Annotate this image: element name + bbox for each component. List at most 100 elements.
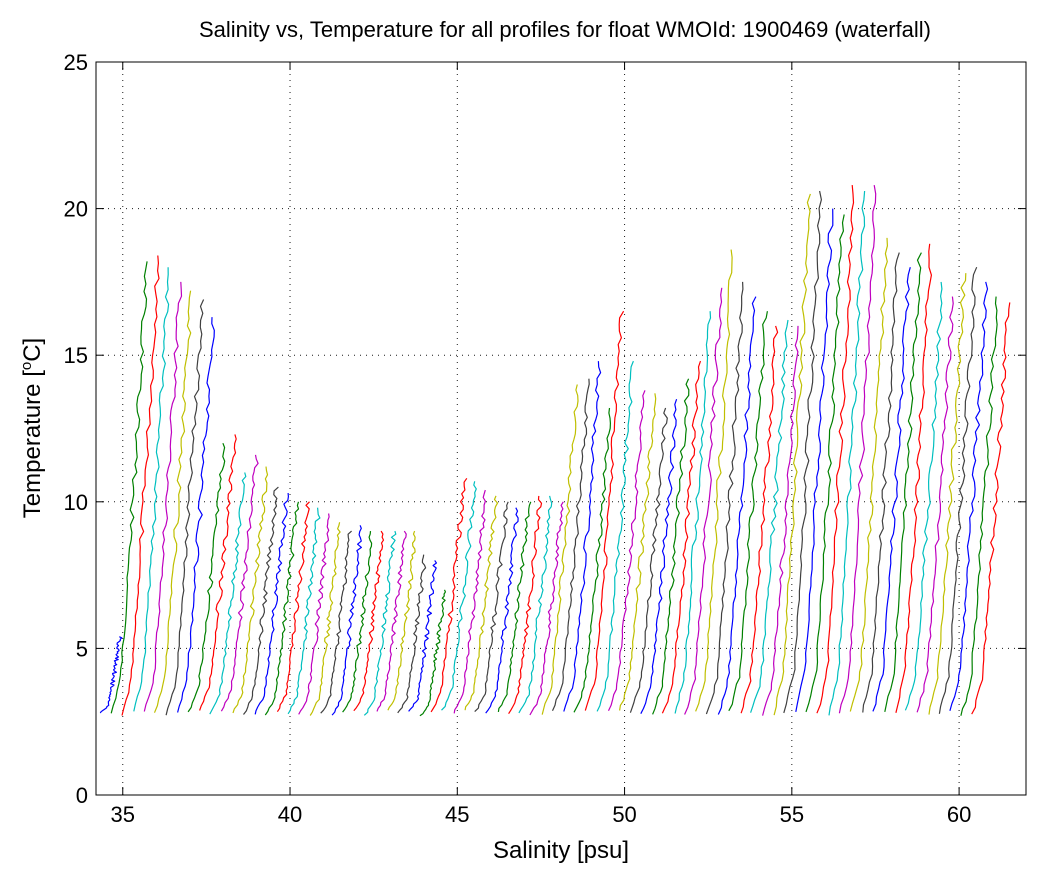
profile-line-34	[464, 495, 499, 711]
profile-line-52	[661, 360, 702, 714]
profile-line-12	[220, 454, 259, 712]
profile-line-67	[828, 190, 866, 716]
profile-line-59	[740, 325, 779, 714]
profile-line-57	[717, 296, 757, 715]
profile-line-33	[453, 489, 486, 714]
chart-title: Salinity vs, Temperature for all profile…	[199, 17, 931, 42]
plot-frame	[95, 61, 1027, 796]
profile-line-65	[805, 214, 845, 713]
x-tick-label: 45	[445, 802, 469, 827]
profile-line-51	[652, 378, 690, 715]
profile-line-13	[232, 466, 269, 714]
profile-line-75	[916, 296, 954, 713]
profile-line-8	[177, 317, 215, 713]
profile-line-27	[387, 530, 416, 711]
profile-line-1	[99, 636, 123, 714]
grid-layer	[96, 61, 1026, 796]
profile-line-54	[684, 287, 723, 715]
y-tick-label: 20	[64, 197, 88, 222]
profile-line-15	[254, 492, 289, 715]
profile-line-66	[816, 185, 855, 714]
ticks-layer: 35 40 45 50 55 60 0 5 10 15 20 25	[64, 50, 1026, 827]
profile-line-45	[584, 310, 625, 711]
profile-line-40	[529, 501, 564, 716]
profile-line-6	[153, 290, 192, 713]
profile-line-35	[474, 501, 509, 713]
y-tick-label: 15	[64, 343, 88, 368]
profile-line-63	[783, 190, 823, 714]
profile-line-23	[342, 531, 373, 713]
profile-line-14	[243, 486, 279, 715]
profile-line-28	[397, 554, 427, 714]
profile-line-5	[143, 281, 183, 712]
profile-line-71	[872, 267, 911, 712]
profile-line-74	[904, 281, 943, 711]
profile-line-19	[298, 513, 330, 715]
profile-line-78	[949, 281, 989, 711]
profile-line-21	[320, 530, 352, 714]
profile-line-11	[209, 472, 247, 715]
profile-line-3	[121, 255, 160, 716]
profile-line-43	[563, 361, 602, 712]
profile-line-58	[728, 311, 768, 712]
profile-line-69	[849, 237, 889, 712]
profile-line-76	[928, 273, 967, 715]
profile-line-2	[110, 261, 148, 714]
profile-line-30	[419, 589, 446, 717]
profile-line-22	[331, 525, 362, 716]
profile-line-56	[705, 281, 744, 715]
profile-line-25	[363, 530, 397, 716]
profile-line-4	[133, 267, 170, 712]
profile-line-10	[199, 434, 237, 711]
profile-line-77	[938, 266, 978, 714]
y-axis-label-suffix: C]	[19, 338, 46, 362]
profile-line-53	[674, 311, 712, 714]
profile-line-72	[884, 252, 922, 713]
profile-line-50	[640, 399, 678, 714]
y-tick-label: 0	[76, 783, 88, 808]
profile-line-73	[895, 243, 933, 713]
profile-line-64	[795, 208, 834, 713]
profile-line-79	[960, 296, 998, 716]
profile-line-61	[762, 325, 799, 716]
profile-line-24	[353, 530, 385, 712]
profile-line-17	[276, 501, 310, 713]
x-tick-label: 50	[612, 802, 636, 827]
x-tick-label: 35	[111, 802, 135, 827]
profile-line-31	[430, 477, 468, 713]
profile-line-44	[573, 407, 612, 713]
profile-line-20	[309, 522, 341, 716]
y-axis-label-superscript: o	[18, 362, 35, 370]
profile-line-36	[485, 507, 519, 714]
profile-line-46	[596, 360, 634, 712]
profile-line-70	[862, 252, 900, 713]
profile-line-26	[376, 530, 407, 712]
profile-line-47	[607, 390, 646, 711]
profile-line-16	[264, 501, 300, 716]
profile-line-60	[750, 319, 789, 713]
y-tick-label: 5	[76, 636, 88, 661]
x-tick-label: 40	[278, 802, 302, 827]
x-tick-label: 55	[780, 802, 804, 827]
profile-line-42	[551, 378, 590, 712]
profile-line-55	[695, 249, 733, 712]
profile-line-62	[773, 193, 811, 716]
profile-line-18	[287, 507, 321, 715]
profile-line-80	[971, 302, 1011, 715]
profile-line-39	[518, 495, 553, 714]
profile-line-49	[629, 407, 668, 713]
profile-line-38	[508, 495, 543, 715]
y-tick-label: 10	[64, 490, 88, 515]
y-axis-label-prefix: Temperature [	[19, 370, 46, 518]
profile-line-9	[187, 442, 226, 713]
profile-line-37	[497, 501, 532, 712]
profile-line-68	[838, 184, 877, 714]
profile-line-7	[165, 299, 205, 716]
profile-line-29	[408, 560, 437, 712]
x-axis-label: Salinity [psu]	[493, 837, 629, 864]
profiles-layer	[99, 184, 1011, 717]
x-tick-label: 60	[947, 802, 971, 827]
profile-line-48	[619, 393, 657, 711]
profile-line-32	[441, 481, 477, 711]
